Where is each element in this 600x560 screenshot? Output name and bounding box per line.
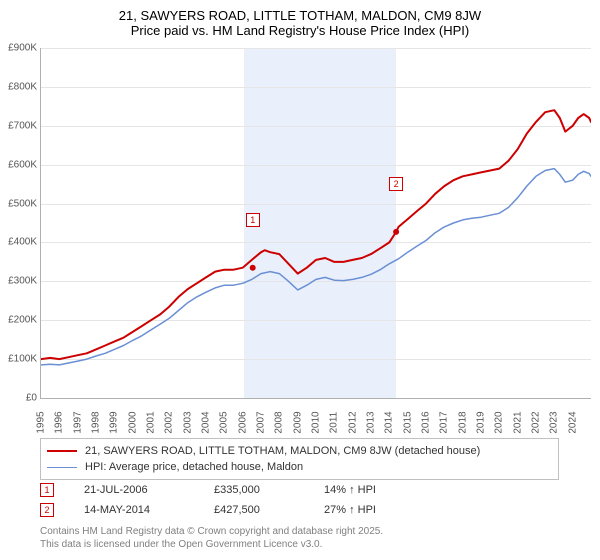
sale-price-2: £427,500 [214, 504, 324, 516]
x-tick-label: 2024 [567, 411, 578, 433]
sale-rel-2: 27% ↑ HPI [324, 504, 444, 516]
x-tick-label: 1996 [54, 411, 65, 433]
attribution-line2: This data is licensed under the Open Gov… [40, 538, 580, 551]
sale-marker-box-2: 2 [389, 177, 403, 191]
y-tick-label: £200K [1, 315, 37, 326]
x-tick-label: 2022 [531, 411, 542, 433]
x-tick-label: 1997 [72, 411, 83, 433]
x-tick-label: 2007 [256, 411, 267, 433]
sale-date-1: 21-JUL-2006 [84, 484, 214, 496]
attribution-text: Contains HM Land Registry data © Crown c… [40, 525, 580, 551]
legend-item-price-paid: 21, SAWYERS ROAD, LITTLE TOTHAM, MALDON,… [47, 443, 552, 459]
x-tick-label: 1995 [36, 411, 47, 433]
y-tick-label: £100K [1, 354, 37, 365]
legend-item-hpi: HPI: Average price, detached house, Mald… [47, 459, 552, 475]
y-tick-label: £400K [1, 237, 37, 248]
y-tick-label: £700K [1, 120, 37, 131]
sale-price-1: £335,000 [214, 484, 324, 496]
series-hpi [41, 169, 591, 365]
x-tick-label: 2008 [274, 411, 285, 433]
x-tick-label: 2017 [439, 411, 450, 433]
x-tick-label: 2009 [292, 411, 303, 433]
x-tick-label: 2013 [366, 411, 377, 433]
x-tick-label: 2004 [201, 411, 212, 433]
x-tick-label: 2023 [549, 411, 560, 433]
y-tick-label: £0 [1, 393, 37, 404]
sale-date-2: 14-MAY-2014 [84, 504, 214, 516]
legend-label-price-paid: 21, SAWYERS ROAD, LITTLE TOTHAM, MALDON,… [85, 445, 480, 457]
legend-box: 21, SAWYERS ROAD, LITTLE TOTHAM, MALDON,… [40, 438, 559, 480]
chart-plot-area: £0£100K£200K£300K£400K£500K£600K£700K£80… [40, 48, 591, 399]
y-tick-label: £600K [1, 159, 37, 170]
x-tick-label: 2001 [146, 411, 157, 433]
legend-label-hpi: HPI: Average price, detached house, Mald… [85, 461, 303, 473]
x-tick-label: 2011 [329, 412, 340, 434]
plot-svg [41, 48, 591, 398]
x-tick-label: 2010 [311, 411, 322, 433]
x-tick-label: 2003 [182, 411, 193, 433]
title-address: 21, SAWYERS ROAD, LITTLE TOTHAM, MALDON,… [10, 8, 590, 23]
legend-swatch-hpi [47, 467, 77, 468]
chart-container: 21, SAWYERS ROAD, LITTLE TOTHAM, MALDON,… [0, 0, 600, 560]
x-tick-label: 2015 [402, 411, 413, 433]
y-tick-label: £500K [1, 198, 37, 209]
x-tick-label: 2021 [512, 411, 523, 433]
y-tick-label: £300K [1, 276, 37, 287]
title-subtitle: Price paid vs. HM Land Registry's House … [10, 23, 590, 38]
y-tick-label: £800K [1, 81, 37, 92]
x-tick-label: 2019 [476, 411, 487, 433]
x-tick-label: 2002 [164, 411, 175, 433]
x-tick-label: 2000 [127, 411, 138, 433]
y-tick-label: £900K [1, 43, 37, 54]
x-tick-label: 2005 [219, 411, 230, 433]
x-tick-label: 1999 [109, 411, 120, 433]
sales-table: 1 21-JUL-2006 £335,000 14% ↑ HPI 2 14-MA… [40, 480, 580, 520]
x-tick-label: 1998 [91, 411, 102, 433]
sale-rel-1: 14% ↑ HPI [324, 484, 444, 496]
sale-dot-1 [250, 265, 256, 271]
sale-dot-2 [393, 229, 399, 235]
x-tick-label: 2020 [494, 411, 505, 433]
x-tick-label: 2016 [421, 411, 432, 433]
sale-row-2: 2 14-MAY-2014 £427,500 27% ↑ HPI [40, 500, 580, 520]
sale-marker-2: 2 [40, 503, 54, 517]
series-price_paid [41, 110, 591, 359]
x-tick-label: 2018 [457, 411, 468, 433]
sale-marker-1: 1 [40, 483, 54, 497]
sale-marker-box-1: 1 [246, 213, 260, 227]
x-tick-label: 2014 [384, 411, 395, 433]
sale-row-1: 1 21-JUL-2006 £335,000 14% ↑ HPI [40, 480, 580, 500]
legend-swatch-price-paid [47, 450, 77, 452]
title-block: 21, SAWYERS ROAD, LITTLE TOTHAM, MALDON,… [0, 0, 600, 42]
x-tick-label: 2012 [347, 411, 358, 433]
x-tick-label: 2006 [237, 411, 248, 433]
attribution-line1: Contains HM Land Registry data © Crown c… [40, 525, 580, 538]
